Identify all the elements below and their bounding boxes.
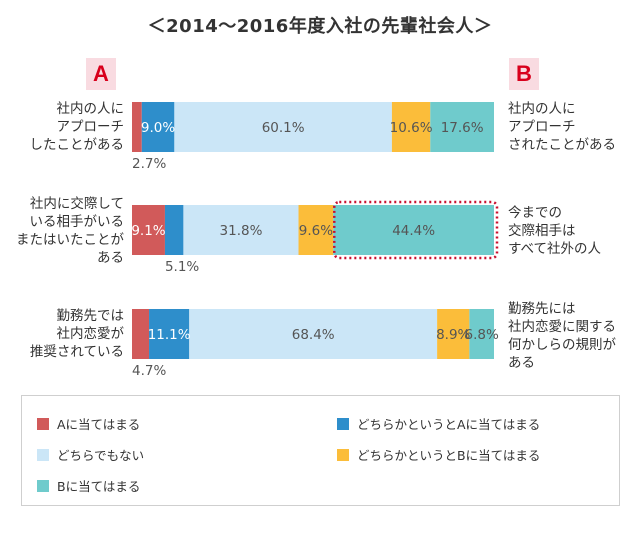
bar-r3-lean-b xyxy=(437,309,470,359)
chart-title: ＜2014〜2016年度入社の先輩社会人＞ xyxy=(147,16,493,37)
legend-item-a: Aに当てはまる xyxy=(37,414,140,433)
bar-r1-lean-a xyxy=(141,102,175,152)
value-label-r3-lean-a: 11.1% xyxy=(148,327,191,343)
row-3-right-label: 勤務先には 社内恋愛に関する 何かしらの規則が ある xyxy=(508,301,616,371)
bar-r2-a xyxy=(132,205,165,255)
value-label-r3-b: 6.8% xyxy=(465,327,499,343)
legend-swatch-neither xyxy=(37,448,49,461)
bar-r1-lean-b xyxy=(391,102,431,152)
value-label-r2-a: 9.1% xyxy=(131,223,165,239)
value-label-r3-neither: 68.4% xyxy=(292,327,335,343)
value-label-r1-lean-b: 10.6% xyxy=(390,120,433,136)
row-2-right-label: 今までの 交際相手は すべて社外の人 xyxy=(508,205,602,257)
value-label-r3-a: 4.7% xyxy=(132,363,166,379)
legend-label-a: Aに当てはまる xyxy=(57,417,141,432)
bar-r2-lean-a xyxy=(164,205,184,255)
bar-r2-lean-b xyxy=(298,205,334,255)
legend-swatch-lean-a xyxy=(337,417,349,430)
value-label-r2-b: 44.4% xyxy=(392,223,435,239)
row-1-left-label: 社内の人に アプローチ したことがある xyxy=(29,101,125,153)
value-label-r1-neither: 60.1% xyxy=(262,120,305,136)
legend: Aに当てはまる どちらかというとAに当てはまる どちらでもない どちらかというと… xyxy=(21,395,620,506)
legend-label-neither: どちらでもない xyxy=(57,448,145,463)
bar-r3-b xyxy=(469,309,494,359)
value-label-r1-b: 17.6% xyxy=(441,120,484,136)
row-1-right-label: 社内の人に アプローチ されたことがある xyxy=(508,101,616,153)
value-label-r2-lean-b: 9.6% xyxy=(299,223,333,239)
legend-swatch-lean-b xyxy=(337,448,349,461)
highlight-outline xyxy=(333,200,499,260)
bar-r3-lean-a xyxy=(149,309,190,359)
legend-label-b: Bに当てはまる xyxy=(57,479,141,494)
legend-swatch-b xyxy=(37,479,49,492)
legend-label-lean-b: どちらかというとBに当てはまる xyxy=(357,448,541,463)
bar-r2-neither xyxy=(183,205,299,255)
bar-r3-a xyxy=(132,309,150,359)
badge-b: B xyxy=(509,58,539,90)
legend-item-lean-a: どちらかというとAに当てはまる xyxy=(337,414,540,433)
bar-r3-neither xyxy=(189,309,438,359)
value-label-r3-lean-b: 8.9% xyxy=(436,327,470,343)
bar-r1-neither xyxy=(174,102,392,152)
value-label-r2-neither: 31.8% xyxy=(220,223,263,239)
legend-item-b: Bに当てはまる xyxy=(37,476,140,495)
legend-item-lean-b: どちらかというとBに当てはまる xyxy=(337,445,540,464)
bar-r1-a xyxy=(132,102,142,152)
bar-r1-b xyxy=(430,102,494,152)
value-label-r1-a: 2.7% xyxy=(132,156,166,172)
row-2-left-label: 社内に交際して いる相手がいる またはいたことが ある xyxy=(16,196,124,266)
legend-item-neither: どちらでもない xyxy=(37,445,144,464)
row-3-left-label: 勤務先では 社内恋愛が 推奨されている xyxy=(29,308,124,360)
value-label-r2-lean-a: 5.1% xyxy=(165,259,199,275)
bar-r2-b xyxy=(333,205,494,255)
legend-swatch-a xyxy=(37,417,49,430)
legend-label-lean-a: どちらかというとAに当てはまる xyxy=(357,417,541,432)
badge-a: A xyxy=(86,58,116,90)
value-label-r1-lean-a: 9.0% xyxy=(141,120,175,136)
